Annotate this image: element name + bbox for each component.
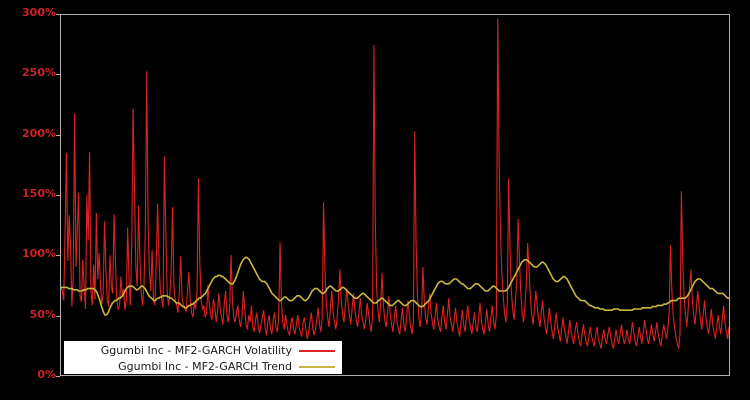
y-tick-label: 250% <box>22 66 56 80</box>
y-tick-mark <box>56 376 60 377</box>
y-tick-label: 0% <box>37 368 56 381</box>
y-tick-label: 150% <box>22 187 56 200</box>
y-axis-tick-labels: 300% 250% 200% 150% 100% 50% 0% <box>0 0 60 400</box>
chart-legend[interactable]: Ggumbi Inc - MF2-GARCH Volatility Ggumbi… <box>64 341 342 374</box>
series-line-volatility <box>61 18 729 349</box>
y-tick-mark <box>56 315 60 317</box>
plot-area <box>60 14 730 376</box>
y-tick-mark <box>56 14 60 15</box>
legend-swatch-trend <box>299 365 335 368</box>
y-tick-mark <box>56 195 60 196</box>
legend-entry-volatility[interactable]: Ggumbi Inc - MF2-GARCH Volatility <box>65 343 341 358</box>
y-tick-label: 300% <box>22 6 56 19</box>
y-tick-mark <box>56 74 60 76</box>
legend-entry-trend[interactable]: Ggumbi Inc - MF2-GARCH Trend <box>65 359 341 374</box>
y-tick-mark <box>56 255 60 257</box>
legend-label-trend: Ggumbi Inc - MF2-GARCH Trend <box>118 360 292 373</box>
series-line-trend <box>61 256 729 316</box>
legend-label-volatility: Ggumbi Inc - MF2-GARCH Volatility <box>100 344 292 357</box>
y-tick-label: 100% <box>22 247 56 261</box>
series-canvas <box>61 18 729 349</box>
y-tick-label: 50% <box>29 307 56 321</box>
y-tick-mark <box>56 134 60 136</box>
legend-swatch-volatility <box>299 349 335 352</box>
y-tick-label: 200% <box>22 126 56 140</box>
